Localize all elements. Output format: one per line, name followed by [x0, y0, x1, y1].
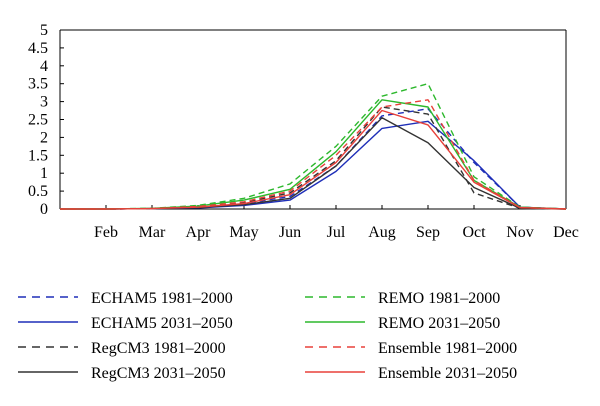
x-tick-label: Sep: [416, 224, 440, 241]
y-tick-label: 4: [40, 58, 48, 75]
series-line-2: [60, 106, 567, 210]
legend-label: ECHAM5 1981–2000: [91, 290, 233, 307]
y-ticks: 00.511.522.533.544.55: [28, 22, 64, 218]
x-tick-label: Jul: [327, 224, 346, 241]
series-line-6: [60, 99, 567, 210]
legend-label: REMO 2031–2050: [378, 315, 500, 332]
y-tick-label: 2.5: [28, 112, 48, 129]
y-tick-label: 1.5: [28, 147, 48, 164]
x-tick-label: Apr: [186, 224, 212, 241]
y-tick-label: 5: [40, 22, 48, 39]
y-tick-label: 0: [40, 201, 48, 218]
x-tick-label: Oct: [462, 224, 486, 241]
legend-label: Ensemble 2031–2050: [378, 365, 517, 382]
legend-label: Ensemble 1981–2000: [378, 340, 517, 357]
y-tick-label: 3.5: [28, 76, 48, 93]
y-tick-label: 2: [40, 129, 48, 146]
y-tick-label: 4.5: [28, 40, 48, 57]
legend: ECHAM5 1981–2000 ECHAM5 2031–2050 RegCM3 1…: [18, 290, 517, 382]
x-tick-label: May: [229, 224, 258, 241]
x-tick-label: Dec: [553, 224, 579, 241]
x-tick-label: Aug: [368, 224, 396, 241]
x-tick-label: Feb: [94, 224, 118, 241]
legend-label: REMO 1981–2000: [378, 290, 500, 307]
legend-label: RegCM3 2031–2050: [91, 365, 226, 382]
legend-label: ECHAM5 2031–2050: [91, 315, 233, 332]
series-line-7: [60, 109, 567, 210]
x-tick-label: Nov: [506, 224, 534, 241]
series-lines: [60, 82, 567, 210]
y-tick-label: 0.5: [28, 183, 48, 200]
series-line-0: [60, 108, 567, 210]
y-tick-label: 1: [40, 165, 48, 182]
series-line-3: [60, 116, 567, 210]
legend-label: RegCM3 1981–2000: [91, 340, 226, 357]
x-tick-label: Mar: [139, 224, 166, 241]
x-ticks: Feb Mar Apr May Jun Jul Aug Sep Oct Nov Dec: [59, 205, 579, 241]
x-tick-label: Jun: [279, 224, 301, 241]
y-tick-label: 3: [40, 94, 48, 111]
series-line-5: [60, 99, 567, 210]
